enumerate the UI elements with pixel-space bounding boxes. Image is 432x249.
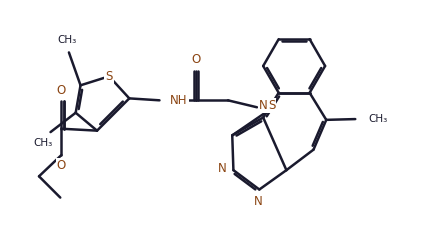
- Text: N: N: [254, 195, 263, 208]
- Text: S: S: [268, 99, 275, 112]
- Text: O: O: [192, 53, 201, 66]
- Text: N: N: [259, 99, 267, 112]
- Text: S: S: [105, 70, 113, 83]
- Text: N: N: [254, 195, 263, 208]
- Text: O: O: [56, 83, 65, 97]
- Text: CH₃: CH₃: [33, 138, 52, 148]
- Text: CH₃: CH₃: [369, 114, 388, 124]
- Text: O: O: [57, 83, 66, 97]
- Text: CH₃: CH₃: [369, 114, 388, 124]
- Text: NH: NH: [170, 94, 188, 107]
- Text: O: O: [57, 159, 66, 172]
- Text: S: S: [268, 99, 275, 112]
- Text: CH₃: CH₃: [57, 35, 76, 45]
- Text: CH₃: CH₃: [57, 35, 76, 45]
- Text: S: S: [105, 70, 113, 83]
- Text: NH: NH: [170, 94, 188, 107]
- Text: N: N: [218, 162, 227, 175]
- Text: CH₃: CH₃: [33, 138, 52, 148]
- Text: N: N: [218, 162, 227, 175]
- Text: O: O: [57, 159, 66, 172]
- Text: N: N: [259, 99, 267, 112]
- Text: O: O: [192, 53, 201, 66]
